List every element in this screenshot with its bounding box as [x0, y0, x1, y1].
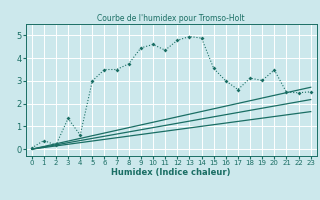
Title: Courbe de l'humidex pour Tromso-Holt: Courbe de l'humidex pour Tromso-Holt — [97, 14, 245, 23]
X-axis label: Humidex (Indice chaleur): Humidex (Indice chaleur) — [111, 168, 231, 177]
